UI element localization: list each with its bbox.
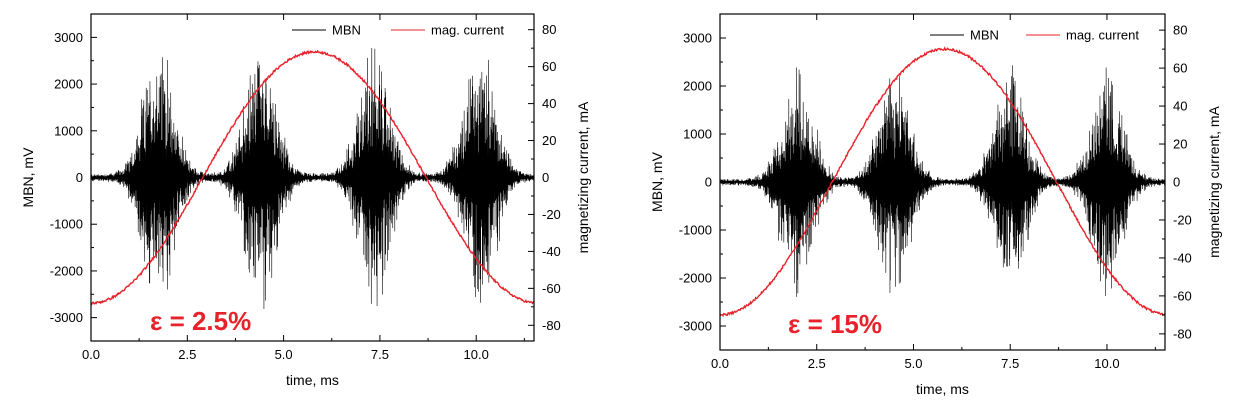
- y2-tick-label: 80: [542, 22, 556, 37]
- y2-tick-label: 40: [1173, 99, 1187, 114]
- y-tick-label: 3000: [54, 30, 83, 45]
- x-tick-label: 2.5: [178, 347, 196, 362]
- x-tick-label: 5.0: [904, 356, 922, 371]
- y2-tick-label: -80: [1173, 326, 1192, 341]
- x-tick-label: 7.5: [371, 347, 389, 362]
- legend-label-mbn: MBN: [332, 23, 361, 38]
- y-tick-label: 1000: [54, 123, 83, 138]
- y2-tick-label: 80: [1173, 23, 1187, 38]
- y2-tick-label: -20: [542, 207, 561, 222]
- y-tick-label: -2000: [50, 263, 83, 278]
- y-tick-label: -1000: [50, 217, 83, 232]
- y2-tick-label: -40: [542, 244, 561, 259]
- legend-label-mag-current: mag. current: [1066, 28, 1139, 43]
- x-tick-label: 0.0: [711, 356, 729, 371]
- y-tick-label: 1000: [683, 127, 712, 142]
- chart-panel-2: 0.0 2.5 5.0 7.5 10.0 -3000 -2000 -1000 0 1000 2000…: [649, 13, 1222, 397]
- y2-tick-label: 60: [1173, 61, 1187, 76]
- x-tick-label: 10.0: [464, 347, 489, 362]
- y2-tick-label: -80: [542, 318, 561, 333]
- y2-axis-title: magnetizing current, mA: [575, 101, 591, 253]
- legend-label-mag-current: mag. current: [431, 23, 504, 38]
- y2-tick-label: -60: [542, 281, 561, 296]
- y-tick-label: -3000: [50, 310, 83, 325]
- y2-tick-label: 0: [1173, 175, 1180, 190]
- x-axis-title: time, ms: [916, 381, 969, 397]
- x-axis-title: time, ms: [286, 372, 339, 388]
- strain-annotation: ε = 15%: [788, 309, 882, 339]
- x-tick-label: 5.0: [275, 347, 293, 362]
- y-axis-title: MBN, mV: [20, 147, 36, 208]
- y2-tick-label: -20: [1173, 212, 1192, 227]
- series-mbn-line: [719, 65, 1166, 297]
- y-tick-label: 2000: [683, 79, 712, 94]
- y2-tick-label: 20: [1173, 137, 1187, 152]
- series-mag-current-line: [719, 46, 1166, 318]
- y-tick-label: -1000: [679, 223, 712, 238]
- y-tick-label: 0: [76, 170, 83, 185]
- y-tick-label: -3000: [679, 319, 712, 334]
- y-axis-title: MBN, mV: [649, 151, 665, 212]
- legend: MBN mag. current: [292, 23, 504, 38]
- x-tick-label: 0.0: [82, 347, 100, 362]
- y2-tick-label: 20: [542, 133, 556, 148]
- chart-panel-1: 0.0 2.5 5.0 7.5 10.0 -3000 -2000 -1000 0 1000 2000…: [20, 13, 591, 388]
- series-mbn-line: [90, 48, 535, 310]
- y-tick-label: 2000: [54, 77, 83, 92]
- y2-tick-label: 60: [542, 59, 556, 74]
- y2-tick-label: 0: [542, 170, 549, 185]
- x-tick-label: 2.5: [808, 356, 826, 371]
- y2-axis-title: magnetizing current, mA: [1206, 105, 1222, 257]
- y-tick-label: 0: [705, 175, 712, 190]
- y2-tick-label: -60: [1173, 288, 1192, 303]
- y-tick-label: 3000: [683, 31, 712, 46]
- series-mag-current-line: [90, 49, 535, 306]
- x-tick-label: 10.0: [1094, 356, 1119, 371]
- legend-label-mbn: MBN: [970, 28, 999, 43]
- y-tick-label: -2000: [679, 271, 712, 286]
- legend: MBN mag. current: [930, 28, 1139, 43]
- y2-tick-label: 40: [542, 96, 556, 111]
- strain-annotation: ε = 2.5%: [150, 306, 251, 336]
- y2-tick-label: -40: [1173, 250, 1192, 265]
- x-tick-label: 7.5: [1001, 356, 1019, 371]
